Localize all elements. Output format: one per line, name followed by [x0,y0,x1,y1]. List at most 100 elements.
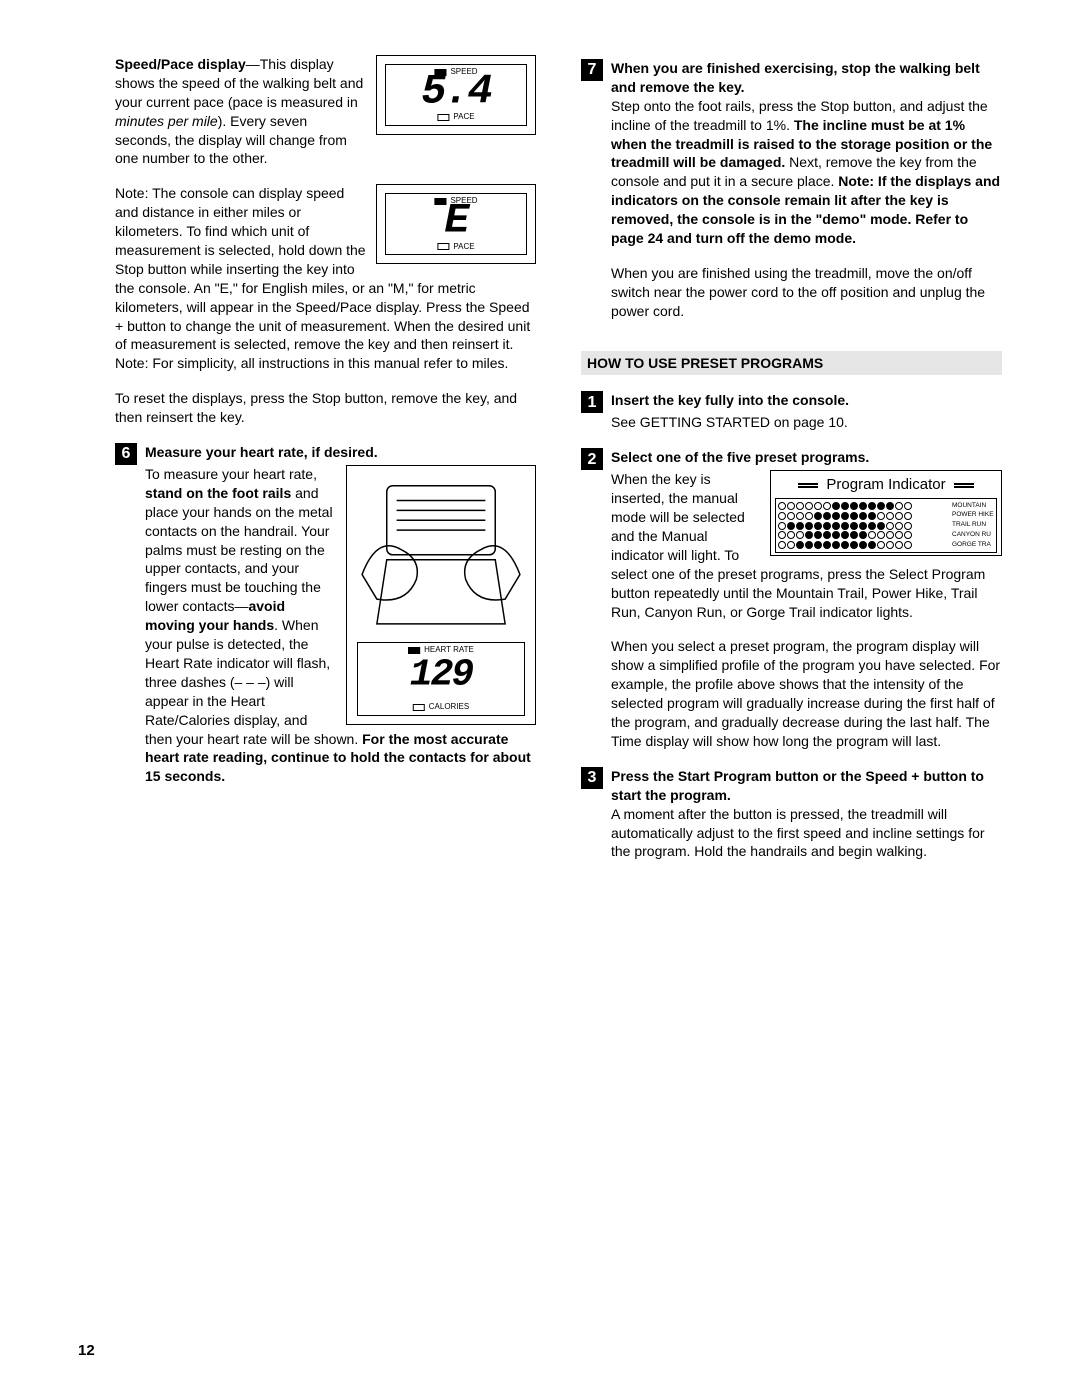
led-dot-icon [778,522,786,530]
reset-para: To reset the displays, press the Stop bu… [115,389,536,427]
page-number: 12 [78,1341,95,1361]
two-column-layout: SPEED 5.4 PACE Speed/Pace display—This d… [115,55,1002,877]
program-dot-grid: MOUNTAINPOWER HIKETRAIL RUNCANYON RUGORG… [775,498,997,554]
led-dot-icon [904,522,912,530]
program-row: CANYON RU [778,531,994,540]
led-dot-icon [886,512,894,520]
led-dot-icon [895,512,903,520]
lcd-bot-label: CALORIES [429,702,469,713]
step-number-badge: 1 [581,391,603,413]
led-dot-icon [805,512,813,520]
step-number-badge: 6 [115,443,137,465]
led-dot-icon [841,531,849,539]
led-dot-icon [832,522,840,530]
led-dot-icon [895,531,903,539]
manual-page: SPEED 5.4 PACE Speed/Pace display—This d… [0,0,1080,1397]
preset-step-2-para2: When you select a preset program, the pr… [611,637,1002,750]
led-dot-icon [877,541,885,549]
led-dot-icon [859,531,867,539]
led-dot-icon [805,541,813,549]
led-dot-icon [796,512,804,520]
step-number-badge: 2 [581,448,603,470]
led-dot-icon [787,522,795,530]
led-dot-icon [778,541,786,549]
program-indicator-figure: Program Indicator MOUNTAINPOWER HIKETRAI… [770,470,1002,556]
unit-lcd-figure: SPEED E PACE [376,184,536,264]
program-row: TRAIL RUN [778,521,994,530]
led-dot-icon [859,502,867,510]
unit-note-block: SPEED E PACE Note: The console can displ… [115,184,536,389]
heart-rate-illustration: HEART RATE 129 CALORIES [346,465,536,725]
led-dot-icon [859,522,867,530]
program-row: POWER HIKE [778,511,994,520]
led-dot-icon [886,522,894,530]
program-row: MOUNTAIN [778,502,994,511]
led-dot-icon [787,512,795,520]
step-7-body: Step onto the foot rails, press the Stop… [611,97,1002,321]
program-dots [778,522,950,530]
lcd-bot-label: PACE [453,112,474,123]
heart-rate-lcd-figure: HEART RATE 129 CALORIES [357,642,525,716]
led-dot-icon [868,531,876,539]
led-dot-icon [904,531,912,539]
speed-pace-label: Speed/Pace display [115,56,246,72]
step-7-para1: Step onto the foot rails, press the Stop… [611,97,1002,248]
led-dot-icon [814,531,822,539]
led-dot-icon [832,531,840,539]
pace-indicator-icon [437,114,449,121]
preset-step-2-header: 2 Select one of the five preset programs… [581,448,1002,470]
led-dot-icon [787,541,795,549]
led-dot-icon [850,541,858,549]
preset-section-header: HOW TO USE PRESET PROGRAMS [581,351,1002,376]
decor-bar-icon [954,483,974,488]
preset-step-1-header: 1 Insert the key fully into the console. [581,391,1002,413]
program-label: MOUNTAIN [952,502,994,511]
program-row: GORGE TRA [778,541,994,550]
preset-step-1-title: Insert the key fully into the console. [611,391,849,410]
led-dot-icon [796,522,804,530]
led-dot-icon [886,502,894,510]
led-dot-icon [841,541,849,549]
lcd-bot-label: PACE [453,242,474,253]
led-dot-icon [877,502,885,510]
program-dots [778,541,950,549]
program-indicator-title: Program Indicator [775,475,997,495]
led-dot-icon [805,531,813,539]
program-dots [778,531,950,539]
step-number-badge: 3 [581,767,603,789]
program-dots [778,512,950,520]
led-dot-icon [895,541,903,549]
led-dot-icon [859,512,867,520]
led-dot-icon [823,531,831,539]
program-label: CANYON RU [952,531,994,540]
preset-step-3-title: Press the Start Program button or the Sp… [611,767,1002,805]
step-number-badge: 7 [581,59,603,81]
led-dot-icon [841,512,849,520]
preset-step-2-title: Select one of the five preset programs. [611,448,869,467]
led-dot-icon [904,512,912,520]
preset-step-2-body: Program Indicator MOUNTAINPOWER HIKETRAI… [611,470,1002,750]
lcd-value: 129 [410,650,472,701]
led-dot-icon [895,502,903,510]
step-7-title: When you are finished exercising, stop t… [611,59,1002,97]
led-dot-icon [823,541,831,549]
led-dot-icon [814,522,822,530]
led-dot-icon [778,512,786,520]
led-dot-icon [796,502,804,510]
led-dot-icon [778,502,786,510]
led-dot-icon [814,512,822,520]
led-dot-icon [850,522,858,530]
led-dot-icon [868,512,876,520]
program-dots [778,502,950,510]
decor-bar-icon [798,483,818,488]
led-dot-icon [814,541,822,549]
cal-indicator-icon [413,704,425,711]
led-dot-icon [814,502,822,510]
preset-step-3-body: A moment after the button is pressed, th… [611,805,1002,862]
led-dot-icon [787,531,795,539]
led-dot-icon [796,531,804,539]
led-dot-icon [886,541,894,549]
right-column: 7 When you are finished exercising, stop… [581,55,1002,877]
preset-step-3-header: 3 Press the Start Program button or the … [581,767,1002,805]
speed-lcd-figure: SPEED 5.4 PACE [376,55,536,135]
